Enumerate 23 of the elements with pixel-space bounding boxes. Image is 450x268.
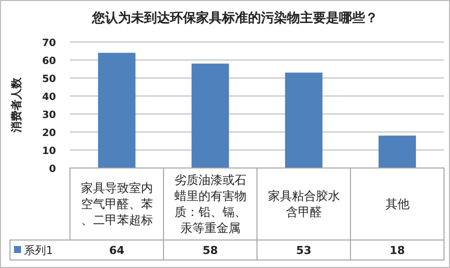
y-tick-label: 0 — [49, 164, 56, 175]
y-axis-title: 消费者人数 — [10, 76, 23, 134]
chart-title: 您认为未到达环保家具标准的污染物主要是哪些？ — [91, 10, 378, 26]
x-tick-label: 家具粘合胶水含甲醛 — [268, 189, 340, 219]
y-tick-label: 50 — [42, 74, 56, 85]
bar — [192, 64, 229, 168]
y-tick-label: 10 — [42, 146, 56, 157]
y-tick-label: 70 — [42, 38, 56, 49]
y-tick-label: 20 — [42, 128, 56, 139]
x-tick-label: 其他 — [385, 197, 410, 211]
x-tick-label: 家具导致室内空气甲醛、苯、二甲苯超标 — [80, 181, 153, 227]
y-tick-label: 40 — [42, 92, 56, 103]
bar — [98, 52, 136, 168]
x-tick-label: 劣质油漆或石蜡里的有害物质：铅、镉、汞等重金属 — [174, 173, 246, 235]
data-label: 53 — [296, 244, 312, 257]
bar — [285, 72, 322, 168]
y-tick-label: 30 — [42, 110, 56, 121]
data-label: 58 — [202, 244, 218, 257]
data-label: 64 — [109, 244, 125, 257]
y-tick-label: 60 — [42, 56, 56, 67]
bar — [378, 136, 416, 168]
legend-label: 系列1 — [24, 244, 53, 257]
data-label: 18 — [390, 244, 405, 257]
